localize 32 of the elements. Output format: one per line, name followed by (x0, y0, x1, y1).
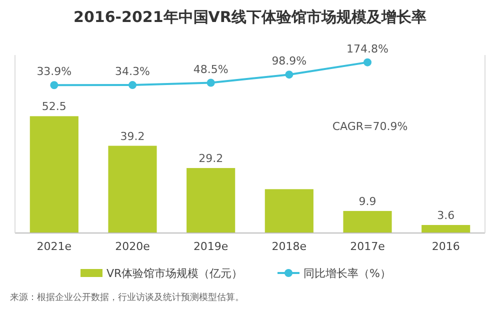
point (206, 78, 215, 87)
bar (422, 224, 470, 233)
x-tick-label: 2016 (432, 240, 460, 253)
bar (30, 116, 78, 233)
bar (108, 146, 157, 233)
data-label: 29.2 (198, 152, 224, 166)
data-label: 39.2 (120, 130, 145, 143)
x-tick-label: 2018e (272, 240, 307, 253)
x-tick-label: 2020e (115, 240, 150, 253)
data-label: 48.5% (193, 62, 228, 76)
x-tick-label: 2017e (350, 240, 386, 253)
bar (343, 210, 392, 233)
source-note: 来源：根据企业公开数据，行业访谈及统计预测模型估算。 (10, 292, 244, 303)
data-label: 34.3% (115, 65, 150, 78)
x-tick-label: 2019e (193, 240, 228, 253)
data-label: 9.9 (358, 194, 376, 208)
data-label: 98.9% (272, 54, 307, 68)
bar (186, 168, 236, 233)
point (364, 58, 372, 66)
data-label: 52.5 (42, 100, 66, 114)
point (128, 81, 136, 90)
point (285, 70, 294, 79)
x-tick-label: 2021e (36, 240, 72, 253)
chart-title: 2016-2021年中国VR线下体验馆市场规模及增长率 (74, 8, 426, 26)
data-label: 174.8% (346, 42, 388, 56)
point (50, 81, 58, 90)
bar (264, 189, 314, 233)
data-label: 3.6 (437, 208, 455, 222)
legend-label: 同比增长率（%） (304, 267, 391, 280)
legend-label: VR体验馆市场规模（亿元） (106, 267, 243, 280)
annotation: CAGR=70.9% (332, 120, 408, 133)
data-label: 33.9% (36, 65, 72, 78)
